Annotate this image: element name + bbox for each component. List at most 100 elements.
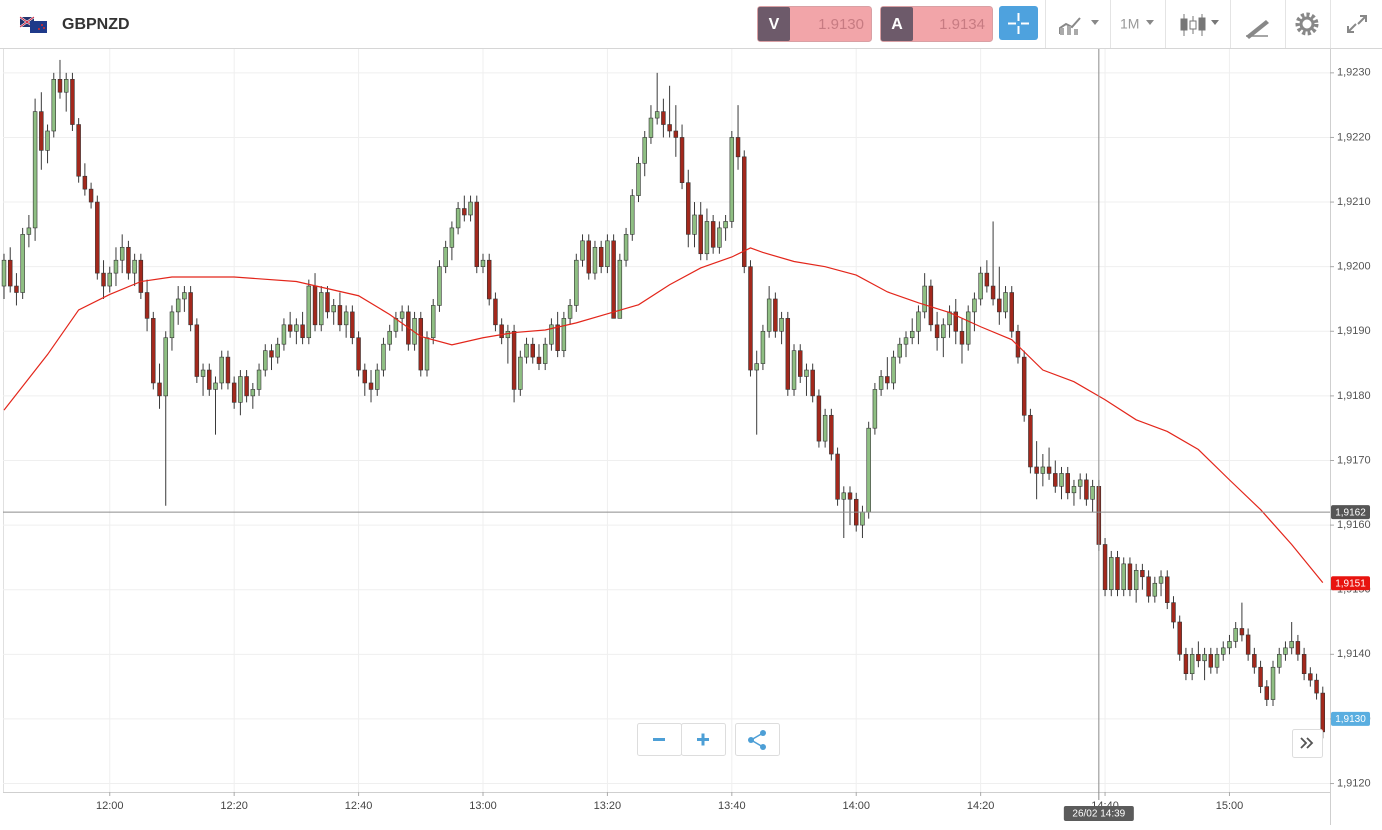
candle-body: [710, 221, 716, 248]
crosshair-price-label: 1,9162: [1335, 507, 1366, 518]
candle-body: [493, 298, 498, 326]
candle-body: [1196, 654, 1201, 662]
candle-body: [661, 111, 666, 125]
candle-body: [1109, 557, 1114, 591]
candle-body: [45, 130, 50, 151]
candle-body: [505, 330, 511, 339]
crosshair-time-label: 26/02 14:39: [1072, 809, 1125, 820]
candle-body: [860, 511, 865, 526]
price-tag-box: [1331, 576, 1370, 591]
candle-body: [294, 324, 299, 332]
candle-body: [1308, 673, 1313, 681]
candle-body: [580, 240, 585, 261]
candle-body: [20, 234, 25, 293]
candle-body: [636, 162, 641, 196]
x-tick-label: 12:00: [96, 800, 124, 812]
candle-body: [754, 363, 759, 371]
candle-body: [343, 311, 349, 326]
candle-body: [337, 305, 343, 326]
chart-type-button[interactable]: [1180, 14, 1219, 36]
candle-body: [953, 311, 958, 332]
candles: [1, 59, 1326, 739]
candle-body: [269, 350, 274, 358]
candle-body: [785, 318, 791, 390]
candle-body: [126, 246, 131, 274]
zoom-in-button[interactable]: [681, 723, 726, 756]
zoom-out-button[interactable]: [637, 723, 682, 756]
fullscreen-button[interactable]: [1347, 15, 1367, 33]
draw-button[interactable]: [1246, 20, 1269, 39]
candle-body: [1028, 414, 1033, 468]
candle-body: [132, 259, 137, 274]
candle-body: [518, 356, 523, 390]
candle-body: [1102, 544, 1108, 591]
candle-body: [14, 285, 19, 293]
candle-body: [163, 337, 168, 397]
candle-body: [387, 330, 392, 345]
candle-body: [107, 272, 112, 287]
candle-body: [1040, 466, 1046, 474]
symbol: GBPNZD: [62, 16, 130, 33]
candle-body: [51, 79, 56, 132]
candle-body: [903, 337, 909, 345]
candle-body: [188, 292, 193, 326]
grid: 1,91201,91301,91401,91501,91601,91701,91…: [3, 49, 1371, 812]
x-tick-label: 13:00: [469, 800, 497, 812]
candle-body: [244, 376, 249, 397]
candle-body: [113, 259, 119, 274]
candle-body: [791, 350, 797, 390]
candle-body: [617, 259, 623, 319]
candle-body: [1177, 621, 1182, 655]
candle-body: [462, 208, 467, 216]
timeframe-button[interactable]: 1M: [1120, 16, 1154, 32]
crosshair-button[interactable]: [999, 6, 1038, 40]
candle-body: [804, 369, 809, 377]
candle-body: [816, 395, 822, 442]
moving-average: [3, 247, 1324, 583]
y-tick-label: 1,9230: [1337, 67, 1371, 79]
candle-body: [686, 182, 691, 235]
candle-body: [1221, 647, 1226, 655]
candle-body: [1084, 479, 1089, 500]
candle-body: [623, 234, 629, 261]
candle-body: [598, 246, 604, 267]
sell-button[interactable]: V 1.9130: [757, 6, 872, 42]
crosshair-time-box: [1063, 806, 1134, 821]
candle-body: [723, 221, 728, 229]
candle-body: [679, 137, 685, 183]
candle-body: [990, 285, 996, 300]
candle-body: [424, 337, 430, 371]
candle-body: [63, 79, 69, 93]
share-button[interactable]: [735, 723, 780, 756]
candle-body: [567, 305, 573, 319]
candle-body: [717, 227, 722, 248]
candle-body: [1009, 292, 1014, 332]
candle-body: [766, 298, 772, 332]
candle-body: [667, 124, 672, 132]
y-tick-label: 1,9170: [1337, 454, 1371, 466]
candle-body: [1289, 641, 1294, 649]
indicators-button[interactable]: [1059, 17, 1099, 35]
buy-button[interactable]: A 1.9134: [880, 6, 993, 42]
candle-body: [798, 350, 803, 377]
candle-body: [275, 343, 280, 358]
candle-body: [586, 240, 591, 274]
candle-body: [430, 305, 436, 339]
candle-body: [200, 369, 206, 377]
settings-button[interactable]: [1295, 12, 1319, 36]
candle-body: [1277, 654, 1282, 668]
candle-body: [1295, 641, 1301, 655]
candle-body: [480, 259, 486, 267]
timeframe: 1M: [1120, 16, 1139, 32]
candle-body: [144, 292, 150, 319]
candle-body: [325, 292, 330, 313]
candle-body: [654, 111, 660, 119]
candle-body: [549, 324, 554, 345]
candle-body: [375, 369, 380, 390]
candle-body: [841, 492, 847, 500]
candle-body: [1059, 473, 1064, 487]
scroll-right-button[interactable]: [1292, 729, 1323, 758]
candle-body: [922, 285, 927, 313]
